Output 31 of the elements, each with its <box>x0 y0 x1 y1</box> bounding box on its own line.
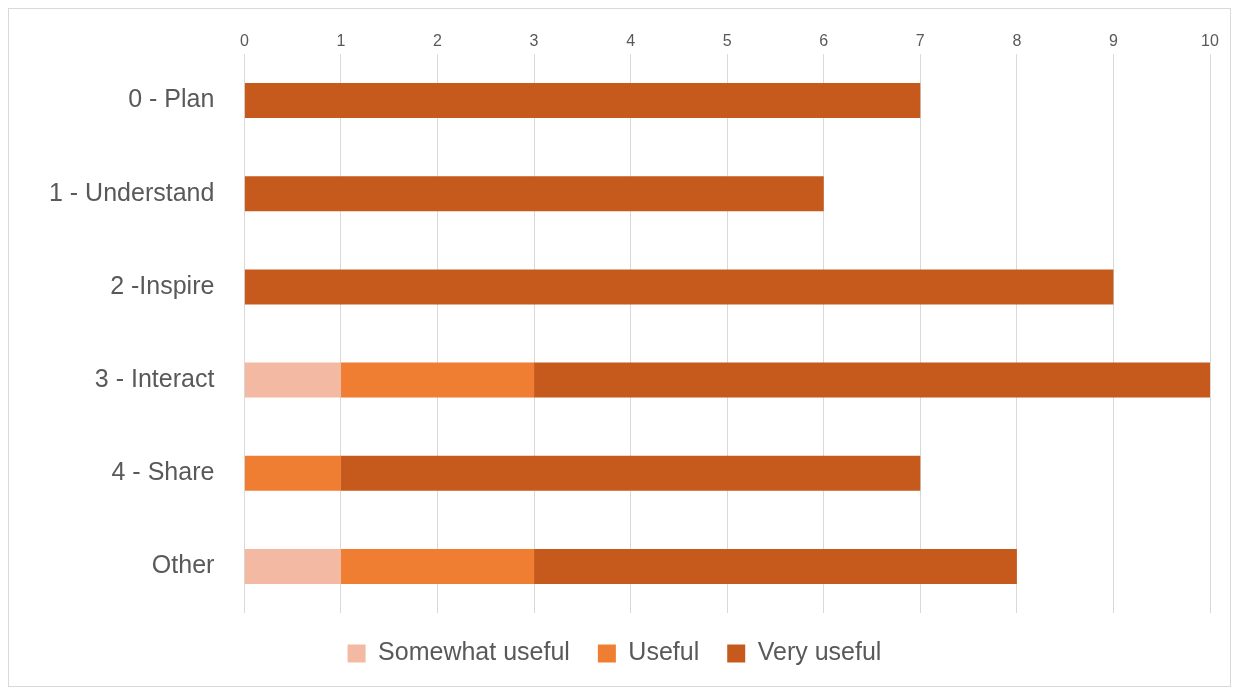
x-tick-label: 0 <box>239 31 249 49</box>
bar <box>244 176 824 212</box>
bar <box>244 269 1114 305</box>
bar <box>244 83 921 119</box>
bar <box>340 548 535 584</box>
x-tick-label: 6 <box>819 31 829 49</box>
bar <box>340 362 535 398</box>
x-tick-label: 1 <box>336 31 346 49</box>
x-tick-label: 10 <box>1201 31 1219 49</box>
x-tick-label: 8 <box>1012 31 1022 49</box>
x-tick-label: 9 <box>1108 31 1118 49</box>
bar <box>244 548 341 584</box>
x-tick-label: 3 <box>529 31 539 49</box>
bar <box>534 362 1210 398</box>
legend-label: Useful <box>628 637 700 666</box>
bar <box>534 548 1017 584</box>
bar <box>244 362 341 398</box>
bar <box>244 455 341 491</box>
x-tick-label: 4 <box>626 31 636 49</box>
x-tick-label: 7 <box>915 31 925 49</box>
y-tick-label: 4 - Share <box>111 457 215 486</box>
y-tick-label: 2 -Inspire <box>110 270 215 299</box>
legend-label: Somewhat useful <box>378 637 570 666</box>
y-tick-label: 0 - Plan <box>128 84 215 113</box>
y-tick-label: Other <box>151 550 215 579</box>
y-tick-label: 1 - Understand <box>48 177 215 206</box>
legend-label: Very useful <box>757 637 882 666</box>
y-tick-label: 3 - Interact <box>94 363 215 392</box>
x-tick-label: 5 <box>722 31 732 49</box>
bar <box>340 455 921 491</box>
x-tick-label: 2 <box>433 31 443 49</box>
